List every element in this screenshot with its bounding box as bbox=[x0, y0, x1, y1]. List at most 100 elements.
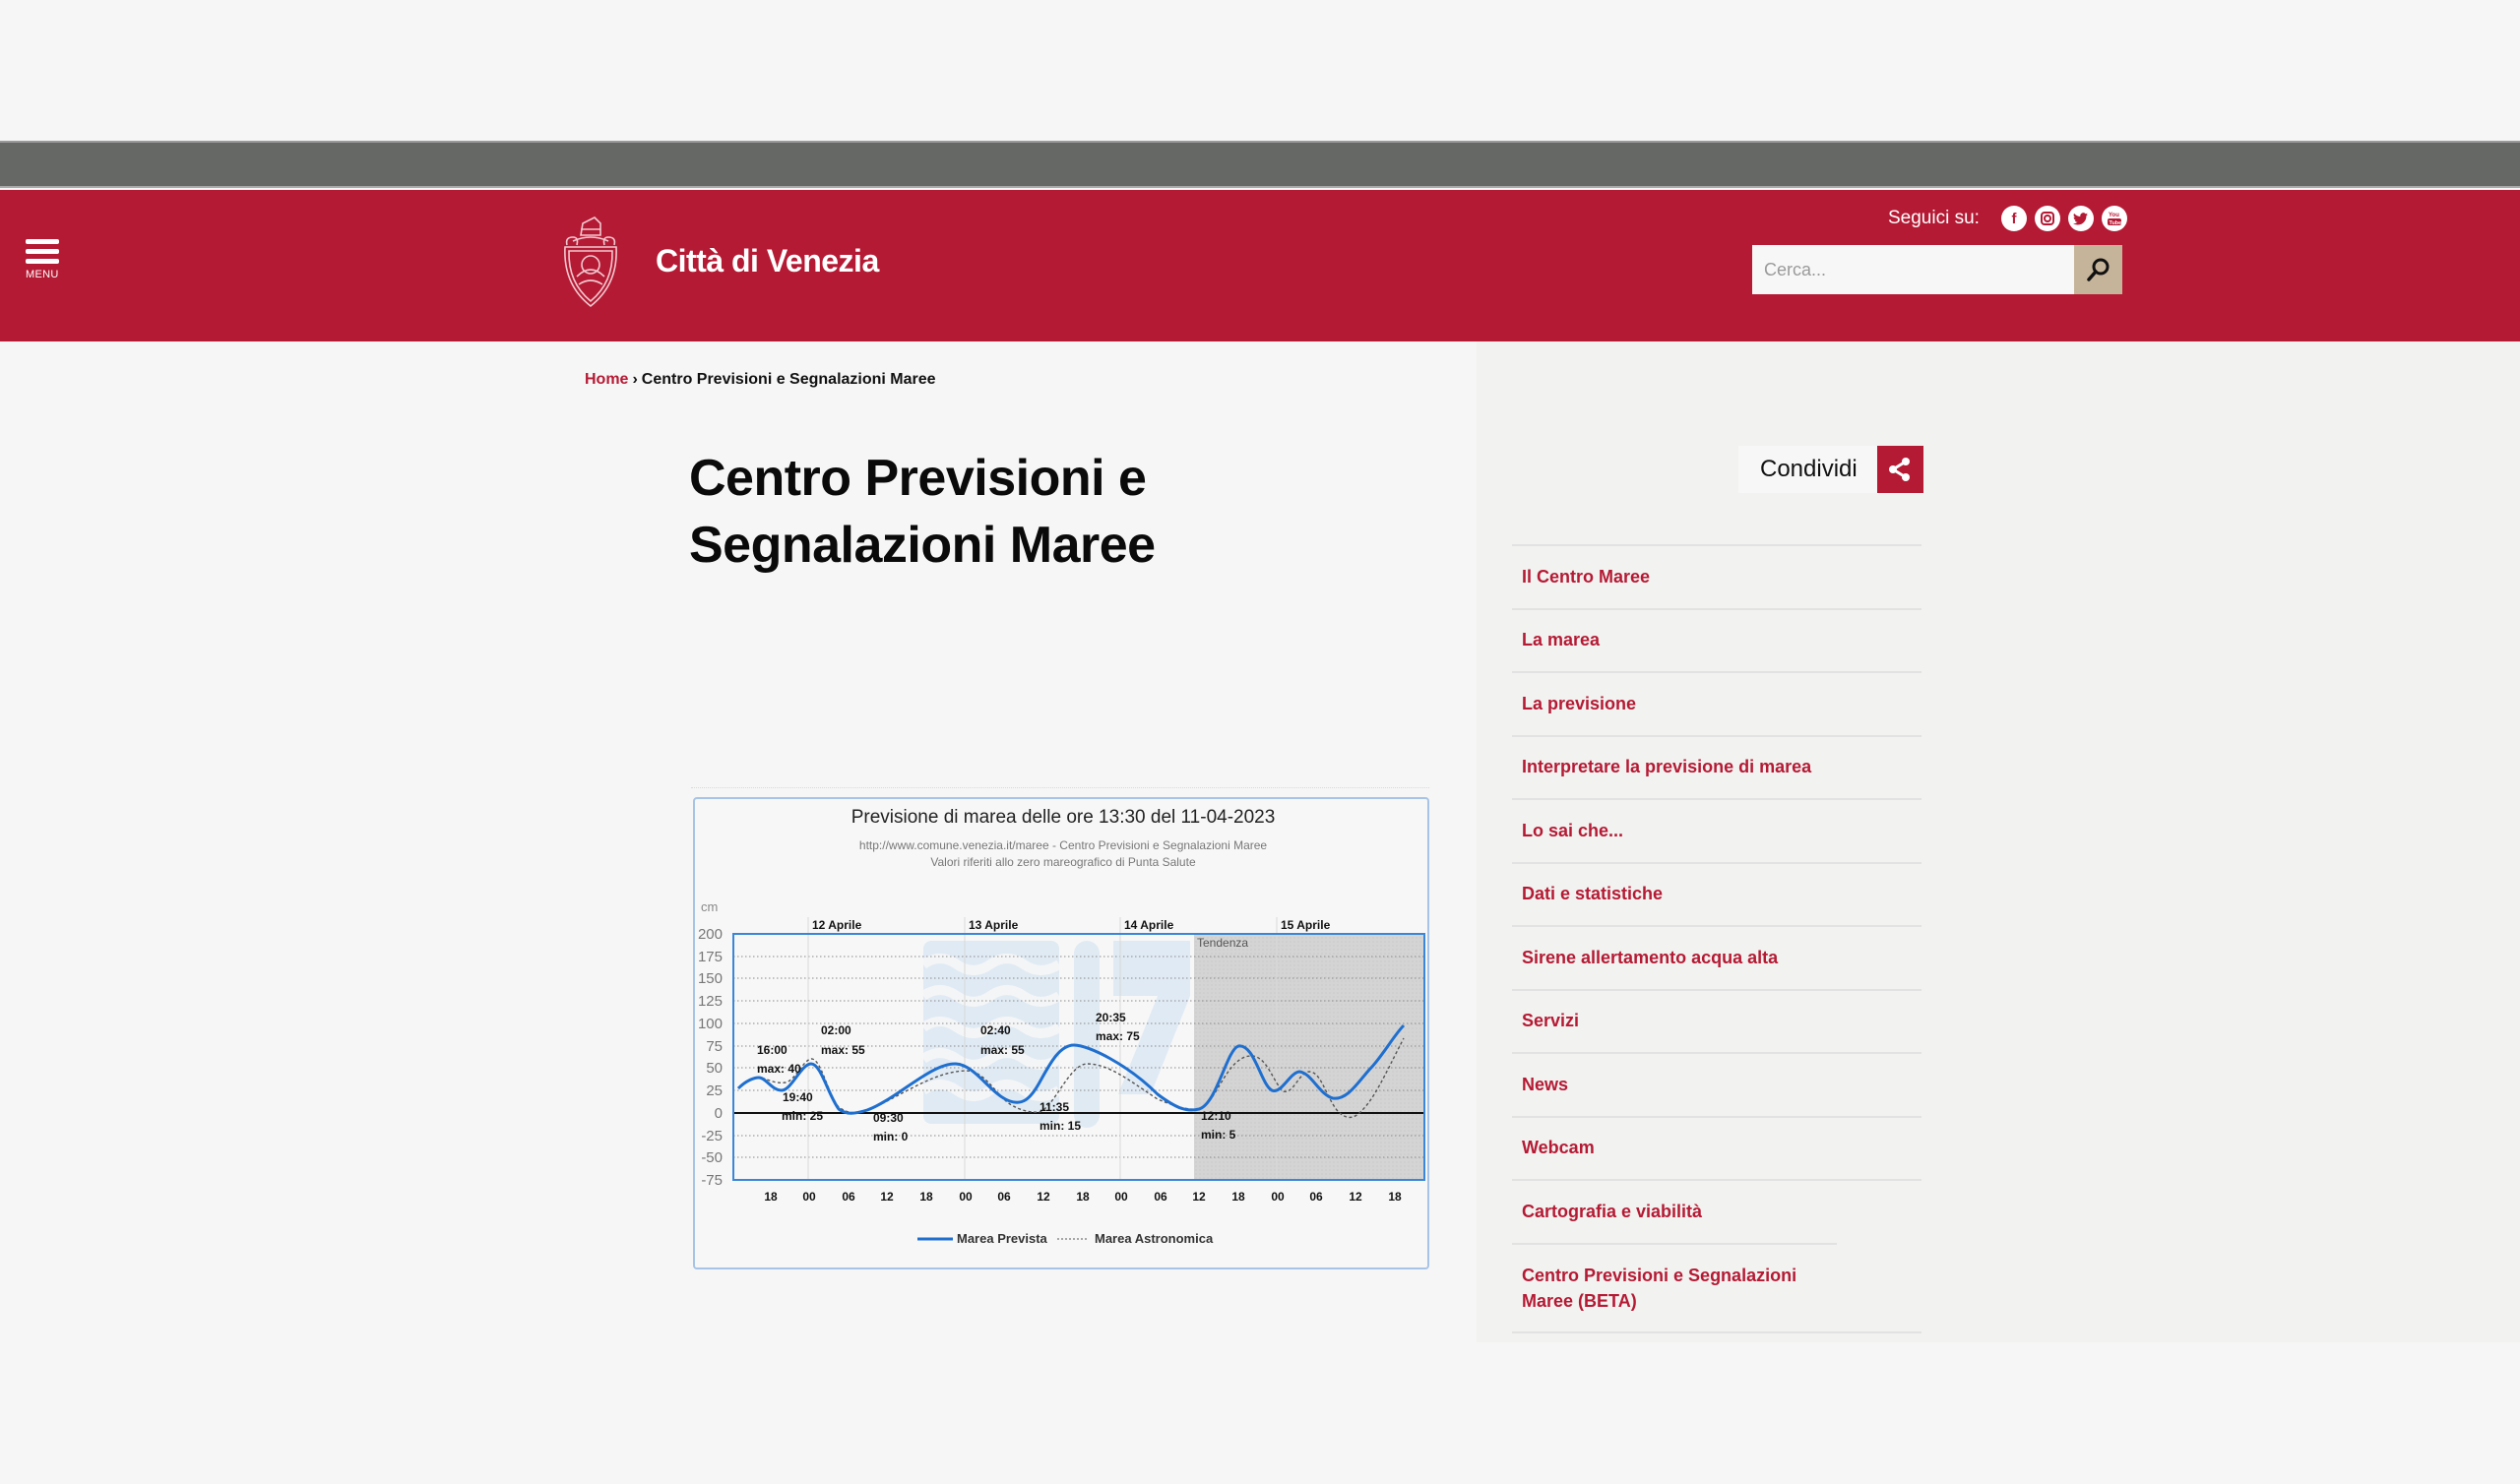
y-tick: 100 bbox=[698, 1016, 723, 1032]
side-nav-il-centro-maree[interactable]: Il Centro Maree bbox=[1512, 544, 1922, 608]
twitter-icon[interactable] bbox=[2067, 206, 2094, 231]
y-tick: 200 bbox=[698, 926, 723, 943]
x-tick: 06 bbox=[1154, 1190, 1167, 1204]
x-tick: 12 bbox=[1192, 1190, 1206, 1204]
x-tick: 00 bbox=[1271, 1190, 1285, 1204]
day-label: 14 Aprile bbox=[1124, 918, 1174, 932]
side-nav-servizi[interactable]: Servizi bbox=[1512, 988, 1922, 1053]
side-nav-news[interactable]: News bbox=[1512, 1052, 1922, 1116]
svg-text:12:10: 12:10 bbox=[1201, 1109, 1231, 1123]
sidebar-background bbox=[1477, 341, 2520, 1342]
x-tick: 18 bbox=[1388, 1190, 1402, 1204]
y-tick: -50 bbox=[701, 1149, 723, 1166]
y-tick: 25 bbox=[706, 1082, 723, 1099]
x-tick: 12 bbox=[880, 1190, 894, 1204]
coat-of-arms-icon bbox=[564, 216, 617, 308]
search-form bbox=[1752, 245, 2122, 294]
svg-text:20:35: 20:35 bbox=[1096, 1011, 1126, 1024]
side-nav-centro-maree-beta[interactable]: Centro Previsioni e Segnalazioni Maree (… bbox=[1512, 1242, 1837, 1331]
search-button[interactable] bbox=[2074, 245, 2122, 294]
search-input[interactable] bbox=[1752, 245, 2074, 294]
page-top-blank bbox=[0, 0, 2520, 141]
instagram-icon[interactable] bbox=[2034, 206, 2060, 231]
x-tick: 06 bbox=[1309, 1190, 1323, 1204]
hamburger-icon bbox=[26, 239, 59, 244]
share-label: Condividi bbox=[1738, 446, 1877, 493]
chart-subtitle-reference: Valori riferiti allo zero mareografico d… bbox=[930, 855, 1196, 869]
hamburger-icon-bar bbox=[26, 259, 59, 264]
chart-legend: Marea Prevista Marea Astronomica bbox=[917, 1231, 1214, 1246]
x-tick: 06 bbox=[997, 1190, 1011, 1204]
share-icon bbox=[1889, 458, 1911, 481]
x-tick: 06 bbox=[842, 1190, 855, 1204]
side-nav-end-divider bbox=[1512, 1330, 1922, 1333]
svg-text:max: 75: max: 75 bbox=[1096, 1029, 1140, 1043]
svg-text:02:00: 02:00 bbox=[821, 1023, 851, 1037]
site-title[interactable]: Città di Venezia bbox=[656, 243, 879, 278]
tide-chart-svg: Previsione di marea delle ore 13:30 del … bbox=[698, 807, 1425, 1246]
chart-title: Previsione di marea delle ore 13:30 del … bbox=[851, 807, 1276, 828]
svg-text:09:30: 09:30 bbox=[873, 1111, 904, 1125]
chart-annotations: 16:00 max: 40 19:40 min: 25 02:00 max: 5… bbox=[757, 1011, 1236, 1144]
facebook-icon[interactable]: f bbox=[2000, 206, 2027, 231]
svg-text:16:00: 16:00 bbox=[757, 1043, 788, 1057]
svg-text:min: 5: min: 5 bbox=[1201, 1128, 1236, 1142]
x-tick: 18 bbox=[1076, 1190, 1090, 1204]
chart-subtitle-url: http://www.comune.venezia.it/maree - Cen… bbox=[859, 838, 1268, 852]
svg-text:Tube: Tube bbox=[2109, 220, 2121, 226]
day-label: 12 Aprile bbox=[812, 918, 862, 932]
x-tick: 00 bbox=[959, 1190, 973, 1204]
legend-marea-prevista: Marea Prevista bbox=[957, 1231, 1048, 1246]
site-header: MENU Città di Venezia Seguici su: f bbox=[0, 190, 2520, 341]
section-side-nav: Il Centro Maree La marea La previsione I… bbox=[1512, 544, 1922, 1333]
svg-text:min: 0: min: 0 bbox=[873, 1130, 909, 1144]
x-tick: 00 bbox=[1114, 1190, 1128, 1204]
y-tick: 50 bbox=[706, 1060, 723, 1077]
day-label: 15 Aprile bbox=[1281, 918, 1331, 932]
svg-text:19:40: 19:40 bbox=[783, 1090, 813, 1104]
x-tick: 00 bbox=[802, 1190, 816, 1204]
y-tick: -25 bbox=[701, 1128, 723, 1144]
svg-text:11:35: 11:35 bbox=[1040, 1100, 1069, 1114]
side-nav-cartografia[interactable]: Cartografia e viabilità bbox=[1512, 1179, 1922, 1243]
menu-button[interactable]: MENU bbox=[26, 239, 65, 288]
breadcrumb: Home › Centro Previsioni e Segnalazioni Ma… bbox=[585, 371, 936, 389]
y-tick: 125 bbox=[698, 993, 723, 1010]
x-tick: 18 bbox=[764, 1190, 778, 1204]
side-nav-la-previsione[interactable]: La previsione bbox=[1512, 671, 1922, 735]
tendenza-region bbox=[1194, 934, 1424, 1180]
page-title: Centro Previsioni e Segnalazioni Maree bbox=[689, 450, 1156, 574]
youtube-icon[interactable]: You Tube bbox=[2101, 206, 2127, 231]
share-button[interactable] bbox=[1876, 446, 1923, 493]
side-nav-lo-sai-che[interactable]: Lo sai che... bbox=[1512, 798, 1922, 862]
breadcrumb-home-link[interactable]: Home bbox=[585, 371, 629, 388]
hamburger-icon-bar bbox=[26, 249, 59, 254]
social-label: Seguici su: bbox=[1888, 208, 1980, 228]
series-marea-prevista bbox=[736, 1023, 1406, 1115]
y-tick: 75 bbox=[706, 1038, 723, 1055]
x-tick: 18 bbox=[1231, 1190, 1245, 1204]
city-coat-of-arms-logo[interactable] bbox=[557, 216, 624, 310]
y-tick: 150 bbox=[698, 970, 723, 987]
svg-text:You: You bbox=[2109, 213, 2119, 218]
share-widget: Condividi bbox=[1738, 446, 1923, 493]
svg-text:min: 25: min: 25 bbox=[782, 1109, 823, 1123]
social-links: Seguici su: f You Tube bbox=[1888, 204, 2135, 233]
breadcrumb-current: Centro Previsioni e Segnalazioni Maree bbox=[641, 371, 936, 388]
x-tick: 12 bbox=[1349, 1190, 1362, 1204]
side-nav-sirene[interactable]: Sirene allertamento acqua alta bbox=[1512, 925, 1922, 989]
x-tick: 18 bbox=[919, 1190, 933, 1204]
tendenza-label: Tendenza bbox=[1197, 936, 1248, 950]
svg-text:max: 55: max: 55 bbox=[821, 1043, 865, 1057]
y-axis-unit: cm bbox=[701, 899, 718, 914]
svg-text:min: 15: min: 15 bbox=[1040, 1119, 1081, 1133]
breadcrumb-separator: › bbox=[632, 371, 638, 388]
x-tick: 12 bbox=[1037, 1190, 1050, 1204]
top-grey-bar bbox=[0, 141, 2520, 188]
side-nav-interpretare-previsione[interactable]: Interpretare la previsione di marea bbox=[1512, 734, 1922, 799]
side-nav-la-marea[interactable]: La marea bbox=[1512, 607, 1922, 672]
day-label: 13 Aprile bbox=[969, 918, 1019, 932]
side-nav-dati-statistiche[interactable]: Dati e statistiche bbox=[1512, 861, 1922, 926]
side-nav-webcam[interactable]: Webcam bbox=[1512, 1115, 1922, 1180]
legend-marea-astronomica: Marea Astronomica bbox=[1095, 1231, 1214, 1246]
